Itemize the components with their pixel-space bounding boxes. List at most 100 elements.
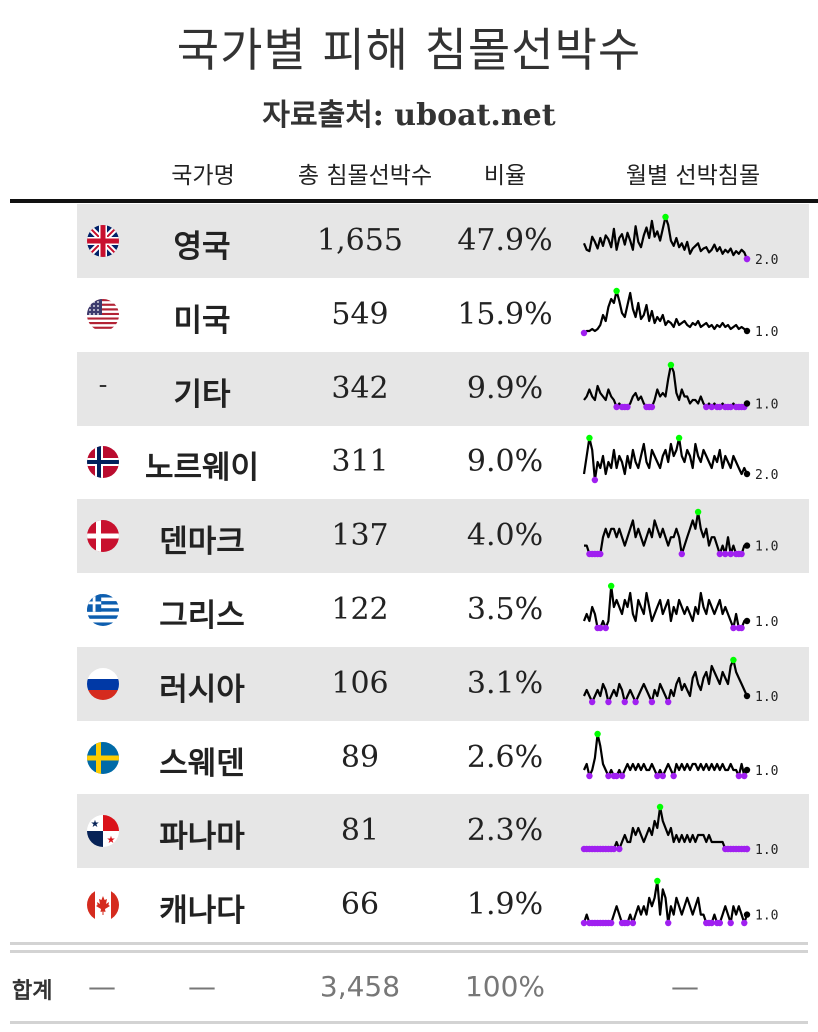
- sweden-flag: [87, 742, 119, 774]
- ratio-value: 47.9%: [440, 223, 570, 258]
- sparkline-max-point: [586, 435, 592, 441]
- sparkline-min-point: [605, 699, 611, 705]
- ratio-value: 1.9%: [440, 887, 570, 922]
- sparkline-min-point: [649, 699, 655, 705]
- sparkline-max-point: [608, 583, 614, 589]
- canada-flag: [87, 889, 119, 921]
- total-sunk: 549: [290, 297, 430, 332]
- table-row: 그리스 122 3.5% 1.0: [77, 573, 809, 647]
- total-sunk: 342: [290, 371, 430, 406]
- country-name: 러시아: [129, 664, 275, 709]
- ratio-value: 3.1%: [440, 666, 570, 701]
- sparkline-min-point: [679, 551, 685, 557]
- sparkline-max-point: [668, 361, 674, 367]
- table-row: 스웨덴 89 2.6% 1.0: [77, 721, 809, 795]
- us-flag: [87, 299, 119, 331]
- flag-placeholder: -: [87, 370, 119, 400]
- summary-country: —: [129, 970, 275, 1003]
- ratio-value: 4.0%: [440, 518, 570, 553]
- sparkline-min-point: [616, 846, 622, 852]
- total-sunk: 89: [290, 740, 430, 775]
- summary-ratio: 100%: [440, 970, 570, 1003]
- russia-flag: [87, 668, 119, 700]
- summary-monthly: —: [577, 970, 793, 1003]
- sparkline: 1.0: [577, 873, 809, 937]
- summary-flag: —: [77, 970, 127, 1003]
- sparkline-min-point: [741, 920, 747, 926]
- summary-rule-mid: [10, 950, 808, 953]
- sparkline-max-point: [657, 804, 663, 810]
- country-name: 영국: [129, 221, 275, 266]
- table-row: 러시아 106 3.1% 1.0: [77, 647, 809, 721]
- sparkline-max-point: [730, 657, 736, 663]
- sparkline-min-point: [603, 625, 609, 631]
- sparkline-min-point: [665, 920, 671, 926]
- sparkline-series: [584, 365, 747, 407]
- summary-rule-bottom: [10, 1021, 808, 1024]
- sparkline-min-point: [630, 920, 636, 926]
- total-sunk: 106: [290, 666, 430, 701]
- sparkline-series: [584, 881, 747, 923]
- country-name: 미국: [129, 295, 275, 340]
- sparkline-min-point: [738, 551, 744, 557]
- ratio-value: 2.3%: [440, 813, 570, 848]
- sparkline: 1.0: [577, 357, 809, 421]
- sparkline-min-point: [619, 772, 625, 778]
- sparkline-min-point: [581, 330, 587, 336]
- ratio-value: 9.0%: [440, 444, 570, 479]
- sparkline: 1.0: [577, 578, 809, 642]
- table-row: 미국 549 15.9% 1.0: [77, 278, 809, 352]
- sparkline-min-point: [728, 920, 734, 926]
- sparkline-min-point: [665, 699, 671, 705]
- sparkline-last-point: [744, 766, 750, 772]
- table-row: - 기타 342 9.9% 1.0: [77, 352, 809, 426]
- sparkline-series: [584, 217, 747, 259]
- sparkline-max-point: [594, 730, 600, 736]
- country-name: 노르웨이: [129, 442, 275, 487]
- sparkline-min-point: [608, 920, 614, 926]
- sparkline-max-point: [662, 214, 668, 220]
- total-sunk: 1,655: [290, 223, 430, 258]
- sparkline-last-point: [744, 618, 750, 624]
- country-name: 덴마크: [129, 516, 275, 561]
- sparkline-last-point: [744, 328, 750, 334]
- panama-flag: ★★: [87, 815, 119, 847]
- total-sunk: 122: [290, 592, 430, 627]
- sparkline-last-label: 1.0: [755, 909, 778, 924]
- sparkline-series: [584, 291, 747, 333]
- sparkline-last-point: [744, 912, 750, 918]
- sparkline-last-label: 1.0: [755, 843, 778, 858]
- sparkline-max-point: [695, 509, 701, 515]
- sparkline-min-point: [660, 772, 666, 778]
- sparkline-min-point: [624, 403, 630, 409]
- sparkline-last-point: [744, 471, 750, 477]
- norway-flag: [87, 446, 119, 478]
- sparkline-series: [584, 438, 747, 480]
- sparkline-min-point: [597, 551, 603, 557]
- greece-flag: [87, 594, 119, 626]
- uk-flag: [87, 225, 119, 257]
- sparkline-min-point: [738, 625, 744, 631]
- table-row: ★ ★ 파나마 81 2.3% 1.0: [77, 794, 809, 868]
- sparkline-series: [584, 586, 747, 628]
- sparkline-last-label: 1.0: [755, 397, 778, 412]
- sparkline-series: [584, 660, 747, 702]
- denmark-flag: [87, 520, 119, 552]
- chart-title: 국가별 피해 침몰선박수: [0, 14, 818, 80]
- table-row: 노르웨이 311 9.0% 2.0: [77, 425, 809, 499]
- total-sunk: 66: [290, 887, 430, 922]
- summary-label: 합계: [12, 973, 52, 1005]
- sparkline-last-label: 1.0: [755, 764, 778, 779]
- total-sunk: 311: [290, 444, 430, 479]
- sparkline-min-point: [717, 920, 723, 926]
- ratio-value: 2.6%: [440, 740, 570, 775]
- svg-text:★: ★: [107, 835, 116, 846]
- country-name: 파나마: [129, 811, 275, 856]
- sparkline-max-point: [654, 878, 660, 884]
- sparkline-last-label: 1.0: [755, 325, 778, 340]
- sparkline-min-point: [586, 772, 592, 778]
- country-name: 스웨덴: [129, 738, 275, 783]
- sparkline-series: [584, 807, 747, 849]
- ratio-value: 9.9%: [440, 371, 570, 406]
- sparkline: 1.0: [577, 726, 809, 790]
